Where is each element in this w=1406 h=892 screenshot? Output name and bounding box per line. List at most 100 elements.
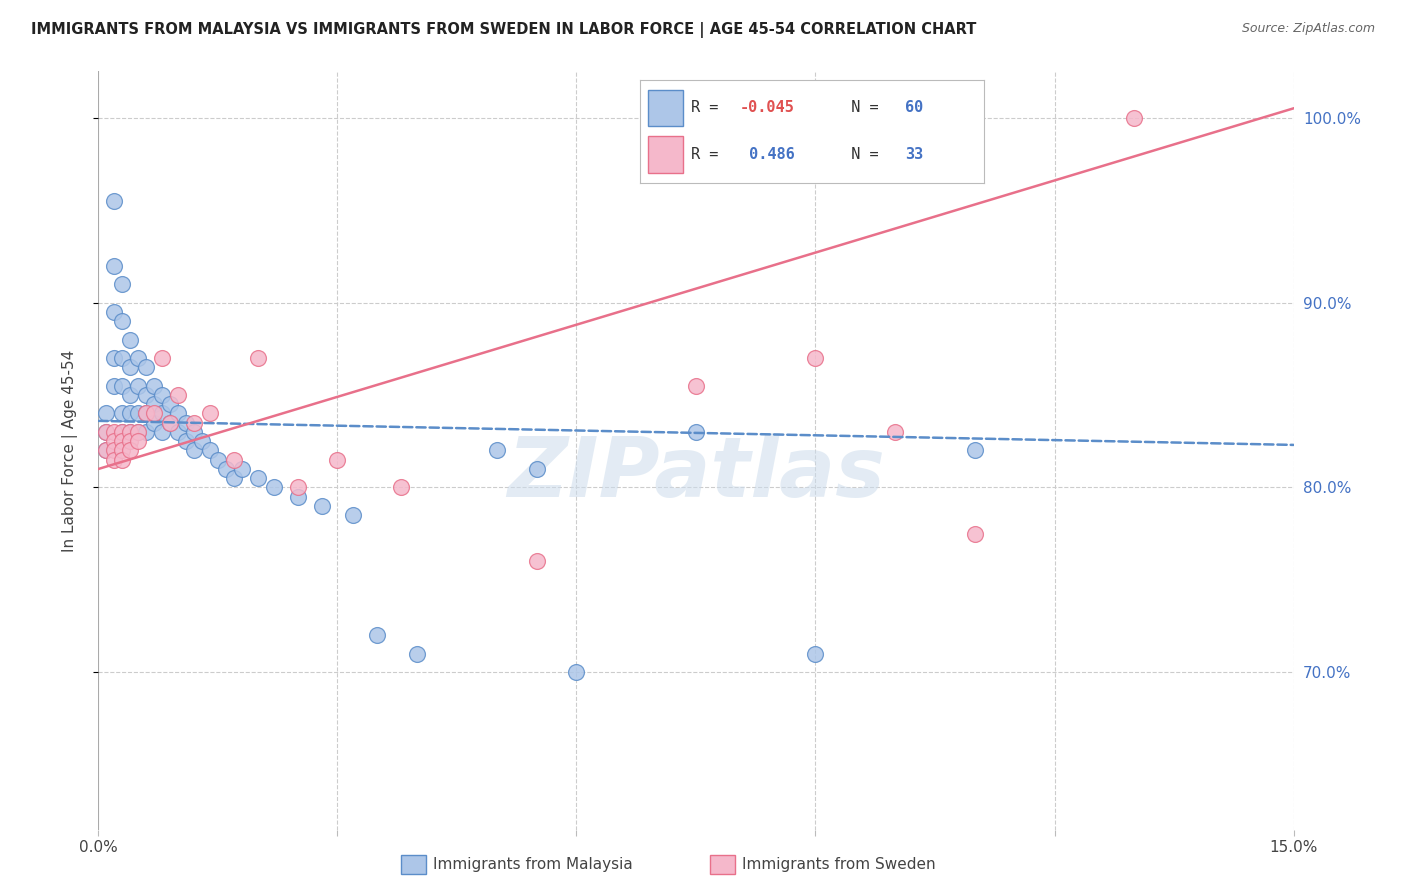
Point [485, 443, 508, 458]
Point [150, 351, 173, 365]
Point [96, 443, 118, 458]
Point [111, 452, 134, 467]
Text: R =: R = [692, 146, 728, 161]
Point [127, 378, 149, 392]
Point [311, 499, 333, 513]
Point [111, 351, 134, 365]
Point [174, 416, 197, 430]
Point [174, 434, 197, 449]
Point [207, 452, 229, 467]
Point [120, 443, 142, 458]
Point [120, 360, 142, 375]
Point [127, 425, 149, 439]
Point [263, 480, 285, 494]
Text: ZIPatlas: ZIPatlas [508, 433, 884, 514]
Point [111, 443, 134, 458]
Point [326, 452, 349, 467]
Point [120, 425, 142, 439]
Point [183, 443, 205, 458]
Point [120, 333, 142, 347]
Point [159, 416, 181, 430]
Point [183, 425, 205, 439]
Point [120, 388, 142, 402]
Point [111, 407, 134, 421]
Text: 60: 60 [905, 101, 924, 115]
Point [287, 480, 309, 494]
Point [111, 378, 134, 392]
Text: 33: 33 [905, 146, 924, 161]
Point [135, 360, 157, 375]
Point [143, 378, 166, 392]
Point [685, 425, 707, 439]
Text: R =: R = [692, 101, 728, 115]
Point [111, 277, 134, 291]
Point [103, 194, 125, 208]
Text: Source: ZipAtlas.com: Source: ZipAtlas.com [1241, 22, 1375, 36]
Point [198, 443, 221, 458]
Point [103, 305, 125, 319]
Point [143, 416, 166, 430]
FancyBboxPatch shape [648, 136, 683, 173]
Text: IMMIGRANTS FROM MALAYSIA VS IMMIGRANTS FROM SWEDEN IN LABOR FORCE | AGE 45-54 CO: IMMIGRANTS FROM MALAYSIA VS IMMIGRANTS F… [31, 22, 976, 38]
Point [198, 407, 221, 421]
Point [135, 407, 157, 421]
Point [127, 425, 149, 439]
Point [120, 425, 142, 439]
Point [127, 434, 149, 449]
Text: N =: N = [832, 101, 887, 115]
FancyBboxPatch shape [648, 89, 683, 127]
Point [111, 425, 134, 439]
Y-axis label: In Labor Force | Age 45-54: In Labor Force | Age 45-54 [62, 350, 77, 551]
Point [167, 425, 190, 439]
Point [167, 388, 190, 402]
Point [135, 407, 157, 421]
Point [159, 416, 181, 430]
Point [526, 462, 548, 476]
Point [103, 378, 125, 392]
Point [103, 351, 125, 365]
Point [215, 462, 238, 476]
Point [127, 407, 149, 421]
Text: 0.486: 0.486 [740, 146, 794, 161]
Text: Immigrants from Sweden: Immigrants from Sweden [742, 857, 936, 871]
Point [127, 351, 149, 365]
Point [120, 407, 142, 421]
Point [342, 508, 364, 523]
Point [120, 434, 142, 449]
Point [804, 647, 827, 661]
Point [287, 490, 309, 504]
Point [804, 351, 827, 365]
Point [103, 434, 125, 449]
Point [159, 397, 181, 411]
Point [222, 452, 245, 467]
Point [565, 665, 588, 680]
Point [111, 314, 134, 328]
Point [685, 378, 707, 392]
Point [167, 407, 190, 421]
Text: N =: N = [832, 146, 887, 161]
Point [246, 471, 269, 485]
Point [96, 443, 118, 458]
Point [135, 388, 157, 402]
Point [150, 388, 173, 402]
Point [150, 407, 173, 421]
Point [389, 480, 412, 494]
Point [103, 443, 125, 458]
Point [96, 425, 118, 439]
Point [246, 351, 269, 365]
Point [366, 628, 388, 642]
Point [1123, 111, 1146, 125]
Text: -0.045: -0.045 [740, 101, 794, 115]
Point [143, 407, 166, 421]
Point [191, 434, 214, 449]
Point [526, 554, 548, 568]
Point [96, 407, 118, 421]
Point [103, 452, 125, 467]
Point [963, 526, 986, 541]
Point [111, 425, 134, 439]
Text: Immigrants from Malaysia: Immigrants from Malaysia [433, 857, 633, 871]
Point [103, 259, 125, 273]
Point [963, 443, 986, 458]
Point [135, 425, 157, 439]
Point [143, 397, 166, 411]
